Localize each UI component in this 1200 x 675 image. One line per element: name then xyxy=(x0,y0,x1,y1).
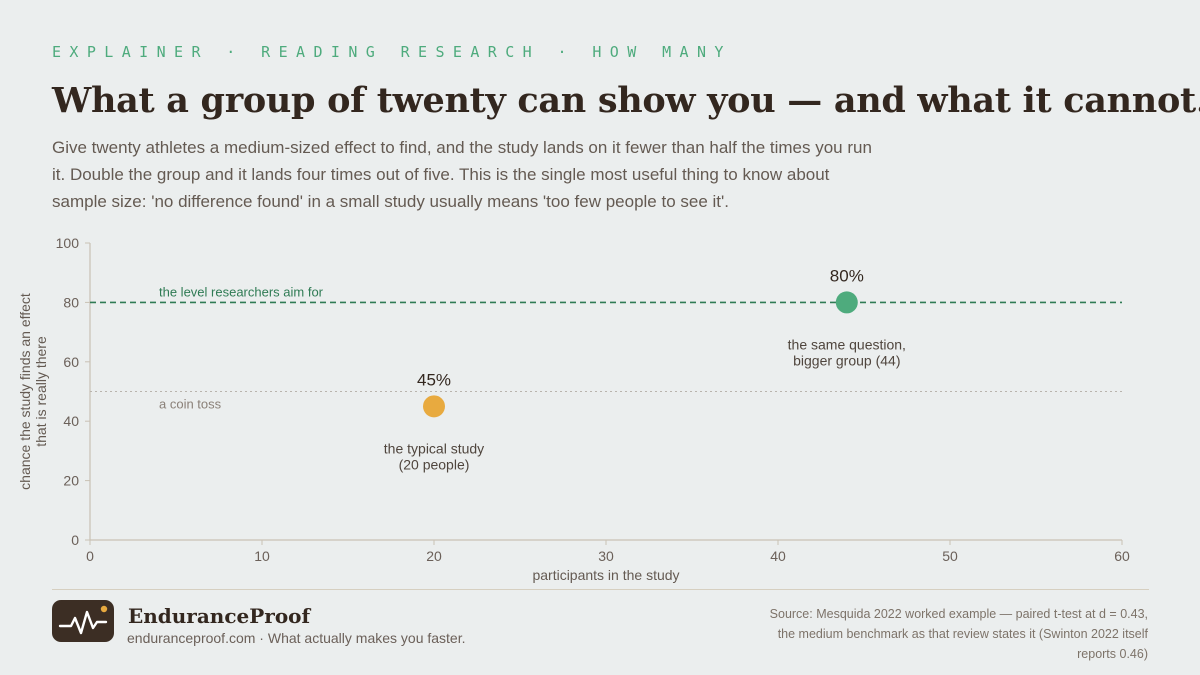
y-tick-label: 40 xyxy=(63,413,79,429)
source-note: Source: Mesquida 2022 worked example — p… xyxy=(769,607,1148,661)
x-tick-label: 40 xyxy=(770,548,786,564)
dek: Give twenty athletes a medium-sized effe… xyxy=(52,138,872,211)
point-annotation: the typical study xyxy=(384,440,484,456)
power-chart: 0 20 40 60 80 100 0 10 20 30 40 50 60 participants in… xyxy=(17,235,1130,583)
x-tick-label: 10 xyxy=(254,548,270,564)
x-tick-label: 30 xyxy=(598,548,614,564)
brand-tagline: enduranceproof.com · What actually makes… xyxy=(127,630,466,646)
data-label: 45% xyxy=(417,370,451,389)
point-annotation: bigger group (44) xyxy=(793,352,900,368)
x-tick-label: 0 xyxy=(86,548,94,564)
data-point xyxy=(835,291,858,314)
eyebrow: EXPLAINER · READING RESEARCH · HOW MANY xyxy=(52,43,732,61)
pulse-line-icon xyxy=(58,605,108,635)
brand-logo xyxy=(52,600,114,642)
footer-divider xyxy=(52,589,1149,590)
coin-toss-label: a coin toss xyxy=(159,397,222,412)
data-label: 80% xyxy=(830,266,864,285)
y-tick-label: 80 xyxy=(63,294,79,310)
x-tick-label: 50 xyxy=(942,548,958,564)
point-annotation: (20 people) xyxy=(399,456,470,472)
target-line-label: the level researchers aim for xyxy=(159,284,324,299)
y-axis-title: chance the study finds an effectthat is … xyxy=(17,293,49,490)
y-axis-title-line: that is really there xyxy=(33,336,49,447)
x-axis-title: participants in the study xyxy=(532,567,679,583)
y-axis-title-line: chance the study finds an effect xyxy=(17,293,33,490)
x-tick-label: 60 xyxy=(1114,548,1130,564)
y-tick-label: 20 xyxy=(63,473,79,489)
data-point xyxy=(423,395,445,418)
point-annotation: the same question, xyxy=(788,336,906,352)
page-title: What a group of twenty can show you — an… xyxy=(52,80,1200,121)
x-tick-label: 20 xyxy=(426,548,442,564)
y-tick-label: 100 xyxy=(56,235,80,251)
brand-name: EnduranceProof xyxy=(128,604,311,628)
y-tick-label: 0 xyxy=(71,532,79,548)
y-tick-label: 60 xyxy=(63,354,79,370)
